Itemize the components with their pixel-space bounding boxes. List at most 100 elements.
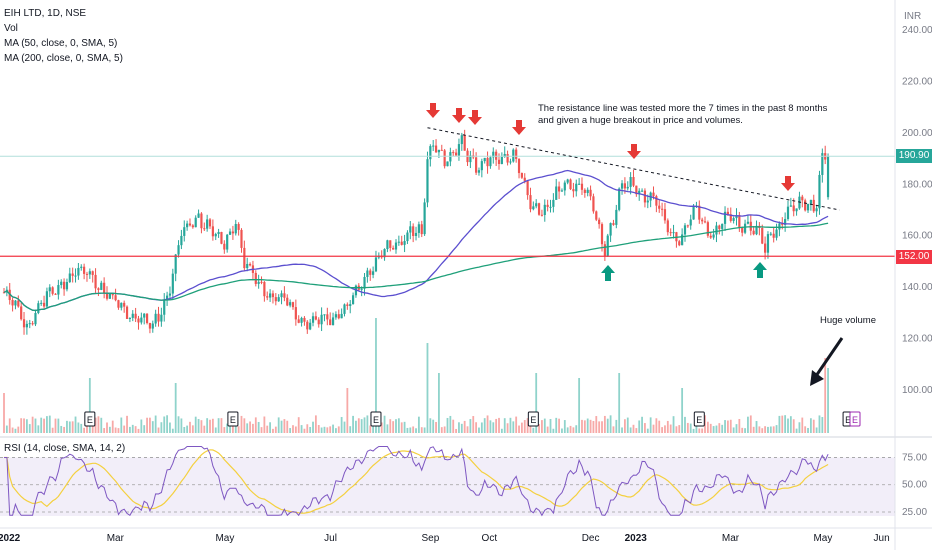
candle-body (237, 223, 240, 230)
candle-body (392, 247, 395, 250)
candle-body (755, 225, 758, 235)
candle-body (635, 185, 638, 195)
candle-body (374, 257, 378, 272)
volume-bar (360, 419, 363, 433)
volume-bar (314, 415, 317, 433)
symbol-title[interactable]: EIH LTD, 1D, NSE (4, 8, 87, 19)
volume-bar (475, 422, 478, 433)
candle-body (715, 225, 718, 235)
candle-body (738, 215, 741, 228)
candle-body (660, 208, 664, 210)
x-tick-label: Jun (874, 533, 890, 544)
candle-body (240, 229, 243, 248)
volume-bar (638, 420, 641, 433)
volume-bar (392, 421, 395, 433)
volume-bar (586, 418, 589, 433)
volume-bar (246, 423, 249, 433)
candle-body (640, 190, 644, 192)
volume-bar (252, 423, 254, 433)
volume-bar (169, 422, 171, 433)
volume-bar (23, 418, 25, 433)
candle-body (537, 203, 541, 215)
volume-bar (538, 424, 540, 433)
volume-bar (669, 424, 672, 433)
candle-body (826, 156, 830, 198)
candle-body (94, 274, 97, 289)
candle-body (752, 230, 755, 235)
candle-body (615, 209, 618, 225)
volume-bar (429, 418, 432, 433)
candle-body (45, 291, 49, 307)
candle-body (766, 234, 770, 253)
volume-bar (518, 425, 520, 433)
volume-bar (526, 418, 529, 433)
volume-bar (108, 426, 111, 433)
volume-bar (798, 422, 801, 433)
candle-body (340, 313, 343, 319)
volume-bar (254, 417, 257, 433)
candle-body (211, 226, 214, 237)
candle-body (784, 219, 787, 225)
candle-body (260, 281, 263, 283)
candle-body (65, 282, 69, 290)
candle-body (263, 282, 266, 297)
volume-bar (51, 427, 54, 433)
candle-body (606, 235, 609, 256)
ma200-label[interactable]: MA (200, close, 0, SMA, 5) (4, 53, 123, 64)
candle-body (148, 322, 152, 329)
rsi-label[interactable]: RSI (14, close, SMA, 14, 2) (4, 443, 126, 454)
earnings-marker-label: E (852, 415, 858, 425)
candle-body (300, 317, 303, 323)
volume-bar (154, 415, 157, 433)
volume-bar (83, 427, 86, 433)
candle-body (655, 196, 658, 206)
candle-body (62, 281, 66, 290)
candle-body (446, 161, 449, 167)
volume-bar (784, 415, 787, 433)
volume-bar (500, 428, 503, 433)
volume-bar (3, 393, 5, 433)
x-tick-label: 2023 (625, 533, 648, 544)
candle-body (349, 304, 352, 306)
volume-bar (807, 427, 809, 433)
candle-body (598, 219, 601, 225)
candle-body (775, 229, 778, 238)
volume-bar (91, 420, 94, 433)
earnings-marker (227, 411, 239, 427)
candle-body (603, 244, 606, 256)
candle-body (815, 208, 818, 212)
candle-body (403, 241, 406, 245)
candle-body (346, 304, 349, 306)
volume-bar (689, 423, 692, 433)
volume-bar (103, 428, 106, 433)
volume-bar (701, 428, 704, 433)
ma50-label[interactable]: MA (50, close, 0, SMA, 5) (4, 38, 118, 49)
volume-bar (63, 426, 65, 433)
candle-body (563, 182, 566, 191)
earnings-marker-label: E (530, 415, 536, 425)
volume-bar (189, 421, 191, 433)
candle-body (22, 319, 26, 328)
candle-body (520, 173, 523, 178)
candle-body (658, 205, 661, 209)
volume-bar (469, 419, 472, 433)
volume-bar (612, 426, 615, 433)
down-arrow-icon (781, 176, 795, 191)
candle-body (552, 199, 555, 207)
volume-bar (17, 426, 20, 433)
up-arrow-icon (601, 265, 615, 281)
volume-bar (489, 420, 492, 433)
volume-bar (724, 420, 726, 433)
down-arrow-icon (426, 103, 440, 118)
volume-bar (46, 416, 48, 433)
candle-body (143, 313, 146, 318)
volume-bar (174, 383, 177, 433)
huge-volume-arrowhead-icon (810, 370, 824, 386)
volume-label[interactable]: Vol (4, 23, 18, 34)
volume-bar (226, 423, 229, 433)
volume-bar (306, 424, 309, 433)
volume-bar (335, 428, 337, 433)
candle-body (123, 302, 126, 307)
candle-body (74, 275, 77, 277)
volume-bar (795, 428, 798, 433)
